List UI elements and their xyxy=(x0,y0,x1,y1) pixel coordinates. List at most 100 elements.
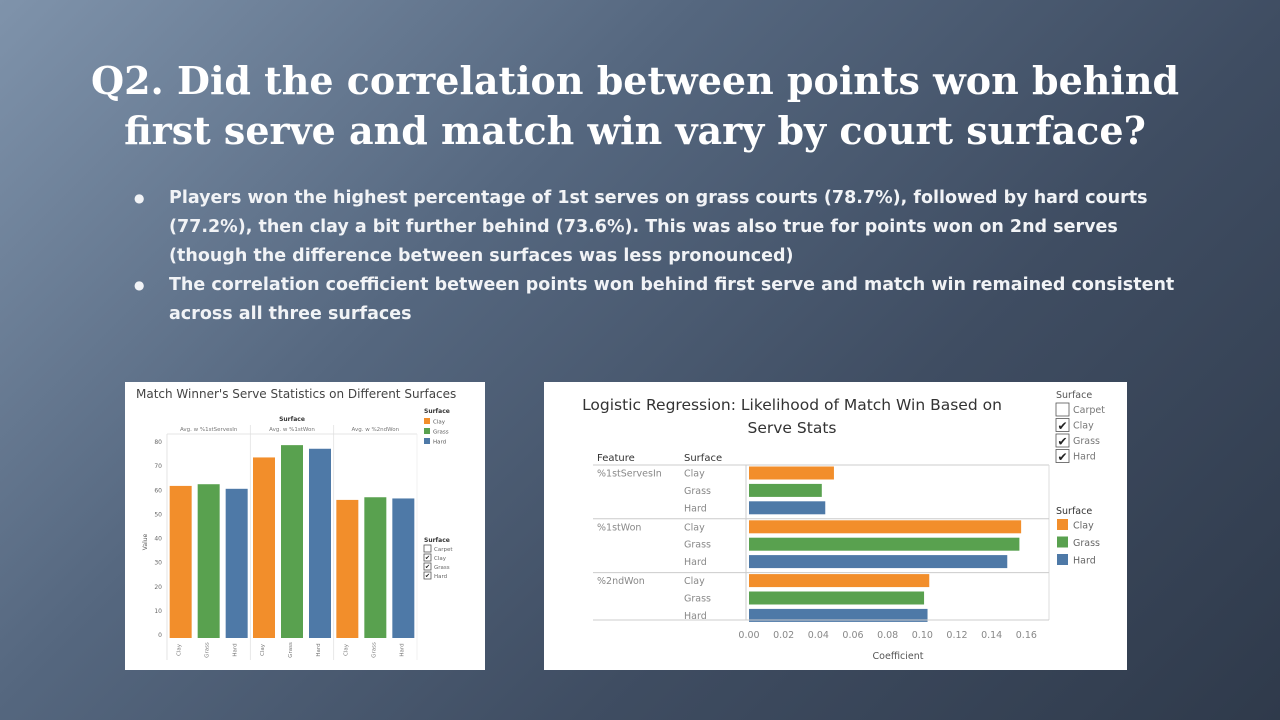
slide-title: Q2. Did the correlation between points w… xyxy=(90,58,1180,153)
x-tick-label: 0.14 xyxy=(981,630,1002,641)
filter-option-label: Hard xyxy=(1073,452,1096,463)
x-tick-label: 0.02 xyxy=(773,630,794,641)
bar-grass xyxy=(749,591,925,605)
column-header: Surface xyxy=(279,416,305,423)
filter-option-label: Clay xyxy=(434,556,447,562)
bar-clay xyxy=(336,499,359,638)
surface-label: Hard xyxy=(684,611,707,622)
bar-clay xyxy=(169,485,192,638)
feature-label: %1stServesIn xyxy=(597,469,662,480)
x-tick-label: 0.06 xyxy=(842,630,863,641)
row-header-feature: Feature xyxy=(597,453,635,464)
surface-label: Hard xyxy=(684,557,707,568)
chart-title: Match Winner's Serve Statistics on Diffe… xyxy=(136,387,456,401)
bar-hard xyxy=(749,608,928,622)
bar-clay xyxy=(749,574,930,588)
filter-option-label: Hard xyxy=(434,574,447,580)
y-tick-label: 50 xyxy=(154,511,162,518)
group-header: Avg. w %2ndWon xyxy=(352,427,400,433)
serve-stats-bar-chart: Match Winner's Serve Statistics on Diffe… xyxy=(136,387,456,660)
filter-check-icon: ✔ xyxy=(1057,450,1067,464)
x-tick-label: Hard xyxy=(316,643,322,656)
bullet-text: The correlation coefficient between poin… xyxy=(169,275,1175,324)
surface-label: Clay xyxy=(684,576,705,587)
bar-grass xyxy=(364,497,387,638)
legend-label: Hard xyxy=(1073,556,1096,567)
filter-checkbox xyxy=(1055,402,1070,417)
filter-checkbox xyxy=(423,544,432,553)
x-tick-label: Clay xyxy=(260,643,266,656)
x-tick-label: Hard xyxy=(233,643,239,656)
bar-hard xyxy=(225,488,248,638)
filter-option-label: Grass xyxy=(434,565,450,571)
filter-title: Surface xyxy=(1056,390,1092,401)
y-axis-label: Value xyxy=(142,533,149,550)
filter-option-label: Carpet xyxy=(1073,405,1105,416)
surface-label: Clay xyxy=(684,469,705,480)
filter-checkbox xyxy=(423,562,432,571)
y-tick-label: 0 xyxy=(158,632,162,639)
filter-checkbox xyxy=(1055,433,1070,448)
legend-title: Surface xyxy=(1056,506,1092,517)
y-tick-label: 40 xyxy=(154,536,162,543)
bar-hard xyxy=(392,498,415,638)
x-tick-label: Hard xyxy=(399,643,405,656)
bar-clay xyxy=(253,457,275,638)
x-tick-label: 0.04 xyxy=(808,630,829,641)
surface-label: Hard xyxy=(684,503,707,514)
chart-title-line2: Serve Stats xyxy=(748,419,837,437)
surface-label: Grass xyxy=(684,540,711,551)
filter-check-icon: ✔ xyxy=(425,555,430,562)
group-header: Avg. w %1stWon xyxy=(269,427,315,433)
y-tick-label: 70 xyxy=(154,463,162,470)
x-tick-label: Grass xyxy=(205,642,211,658)
filter-option-label: Carpet xyxy=(434,547,453,553)
feature-label: %1stWon xyxy=(597,522,641,533)
bar-grass xyxy=(197,484,220,638)
chart-title-line1: Logistic Regression: Likelihood of Match… xyxy=(582,396,1002,414)
x-tick-label: 0.00 xyxy=(738,630,759,641)
filter-option-label: Clay xyxy=(1073,421,1094,432)
legend-swatch xyxy=(1057,536,1068,548)
y-tick-label: 20 xyxy=(154,584,162,591)
bar-grass xyxy=(281,445,303,638)
legend-label: Clay xyxy=(433,420,446,426)
legend-title: Surface xyxy=(424,408,450,415)
legend-swatch xyxy=(1057,554,1068,565)
bullet-dot-icon: ● xyxy=(134,191,145,205)
legend-swatch xyxy=(424,418,430,424)
filter-checkbox xyxy=(1055,449,1070,463)
filter-checkbox xyxy=(1055,418,1070,432)
y-tick-label: 80 xyxy=(154,439,162,446)
legend-label: Grass xyxy=(1073,538,1100,549)
surface-label: Grass xyxy=(684,594,711,605)
filter-title: Surface xyxy=(424,537,450,544)
bar-clay xyxy=(749,466,834,480)
regression-chart-panel: Logistic Regression: Likelihood of Match… xyxy=(544,382,1127,670)
legend-swatch xyxy=(424,428,430,434)
filter-check-icon: ✔ xyxy=(1057,419,1067,433)
serve-stats-chart-panel: Match Winner's Serve Statistics on Diffe… xyxy=(125,382,485,670)
bar-hard xyxy=(749,501,826,515)
bullet-list: ● Players won the highest percentage of … xyxy=(120,184,1195,329)
x-tick-label: Grass xyxy=(371,642,377,658)
surface-label: Grass xyxy=(684,486,711,497)
bullet-item: ● The correlation coefficient between po… xyxy=(120,271,1195,329)
bullet-text: Players won the highest percentage of 1s… xyxy=(169,188,1148,266)
bullet-dot-icon: ● xyxy=(134,278,145,292)
bar-grass xyxy=(749,537,1020,551)
surface-label: Clay xyxy=(684,522,705,533)
row-header-surface: Surface xyxy=(684,453,722,464)
legend-swatch xyxy=(1057,519,1068,530)
x-tick-label: Clay xyxy=(343,643,349,656)
y-tick-label: 30 xyxy=(154,560,162,567)
x-tick-label: Clay xyxy=(177,643,183,656)
x-tick-label: 0.16 xyxy=(1016,630,1037,641)
filter-check-icon: ✔ xyxy=(1057,435,1067,449)
filter-check-icon: ✔ xyxy=(425,573,430,580)
legend-label: Clay xyxy=(1073,521,1094,532)
regression-bar-chart: Logistic Regression: Likelihood of Match… xyxy=(582,390,1105,662)
feature-label: %2ndWon xyxy=(597,576,645,587)
x-tick-label: Grass xyxy=(288,642,294,658)
filter-checkbox xyxy=(423,553,432,562)
